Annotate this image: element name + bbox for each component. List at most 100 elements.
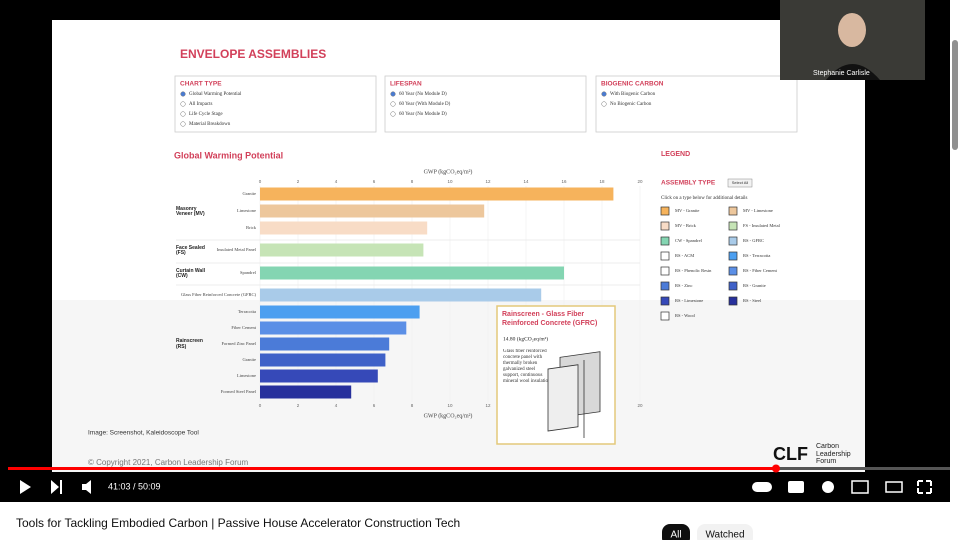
x-tick-label: 10 [447,403,453,408]
legend-label[interactable]: RS - Phenolic Resin [675,268,712,273]
radio-label[interactable]: 60 Year (With Module D) [399,102,451,107]
bar[interactable] [260,369,378,383]
radio[interactable] [180,101,186,107]
volume-button[interactable] [82,480,91,494]
webcam-body [826,64,880,80]
progress-handle[interactable] [772,464,780,473]
chip-label[interactable]: All [670,530,681,540]
legend-swatch[interactable] [660,251,670,261]
bar[interactable] [260,288,542,302]
legend-label[interactable]: FS - Insulated Metal [743,223,781,228]
autoplay-toggle[interactable] [752,482,772,492]
theater-button[interactable] [885,481,903,493]
bar[interactable] [260,353,386,367]
slide-shade [52,300,865,472]
option-panel [174,75,377,133]
radio[interactable] [390,111,396,117]
legend-swatch[interactable] [660,296,670,306]
webcam-face [838,13,866,47]
select-all-button[interactable] [727,178,753,188]
y-tick-label: Glass Fiber Reinforced Concrete (GFRC) [181,292,256,297]
tooltip-title: Rainscreen - Glass Fiber Reinforced Conc… [502,311,598,327]
legend-label[interactable]: RS - ACM [675,253,694,258]
tooltip-title-box: Rainscreen - Glass Fiber Reinforced Conc… [502,311,598,327]
bar[interactable] [260,305,420,319]
legend-label[interactable]: RS - Limestone [675,298,703,303]
legend-swatch[interactable] [728,221,738,231]
radio[interactable] [180,121,186,127]
legend-label[interactable]: MV - Brick [675,223,697,228]
bar[interactable] [260,187,614,201]
next-button[interactable] [51,480,62,494]
legend-swatch[interactable] [728,266,738,276]
legend-label[interactable]: RS - Zinc [675,283,693,288]
legend-label[interactable]: RS - Terracotta [743,253,770,258]
play-button[interactable] [20,480,31,494]
legend-swatch[interactable] [728,206,738,216]
x-tick-label: 6 [373,403,376,408]
legend-label[interactable]: RS - Wood [675,313,696,318]
legend-swatch[interactable] [660,281,670,291]
radio[interactable] [180,91,186,97]
radio-label[interactable]: Global Warming Potential [189,92,242,97]
chip-label[interactable]: Watched [705,530,744,540]
legend-swatch[interactable] [660,221,670,231]
legend-label[interactable]: CW - Spandrel [675,238,703,243]
legend-swatch[interactable] [728,281,738,291]
fullscreen-button[interactable] [917,480,932,494]
legend-label[interactable]: RS - GFRC [743,238,764,243]
radio-label[interactable]: Material Breakdown [189,122,231,127]
logo-text-box: Carbon Leadership Forum [816,443,851,465]
x-tick-label: 4 [335,403,338,408]
miniplayer-button[interactable] [851,480,869,494]
legend-label[interactable]: RS - Fiber Cement [743,268,778,273]
x-tick-label: 12 [485,403,491,408]
bar[interactable] [260,321,407,335]
settings-button[interactable] [822,481,834,493]
legend-label[interactable]: MV - Granite [675,208,699,213]
radio-label[interactable]: With Biogenic Carbon [610,92,656,97]
bar[interactable] [260,221,428,235]
legend-swatch[interactable] [660,266,670,276]
y-tick-label: Formed Zinc Panel [222,341,257,346]
x-tick-label: 14 [523,179,529,184]
radio[interactable] [390,91,396,97]
x-tick-label: 4 [335,179,338,184]
legend-swatch[interactable] [660,311,670,321]
progress-played [8,467,776,470]
legend-swatch[interactable] [728,296,738,306]
legend-swatch[interactable] [728,251,738,261]
chip[interactable] [697,524,753,540]
legend-swatch[interactable] [728,236,738,246]
x-tick-label: 10 [447,179,453,184]
bar[interactable] [260,204,485,218]
legend-label[interactable]: RS - Steel [743,298,762,303]
radio-label[interactable]: All Impacts [189,102,213,107]
legend-label[interactable]: MV - Limestone [743,208,773,213]
legend-label[interactable]: RS - Granite [743,283,766,288]
x-tick-label: 20 [637,403,643,408]
radio-label[interactable]: 60 Year (No Module D) [399,112,447,117]
captions-button[interactable] [788,481,804,493]
bar[interactable] [260,243,424,257]
radio-label[interactable]: Life Cycle Stage [189,112,223,117]
radio[interactable] [180,111,186,117]
radio[interactable] [601,91,607,97]
bar[interactable] [260,266,564,280]
select-all-label[interactable]: Select All [732,180,749,185]
radio-label[interactable]: No Biogenic Carbon [610,102,652,107]
legend-swatch[interactable] [660,206,670,216]
x-tick-label: 6 [373,179,376,184]
bar[interactable] [260,337,390,351]
tooltip-value: 14.80 (kgCO₂eq/m²) [503,335,548,342]
legend-subheading: ASSEMBLY TYPE [661,180,716,187]
axis-title: GWP (kgCO₂eq/m²) [424,412,473,419]
radio[interactable] [601,101,607,107]
bar[interactable] [260,385,352,399]
chip[interactable] [662,524,690,540]
scrollbar-thumb[interactable] [952,40,958,150]
legend-swatch[interactable] [660,236,670,246]
radio-label[interactable]: 60 Year (No Module D) [399,92,447,97]
radio[interactable] [390,101,396,107]
group-label: Curtain Wall (CW) [176,267,205,279]
